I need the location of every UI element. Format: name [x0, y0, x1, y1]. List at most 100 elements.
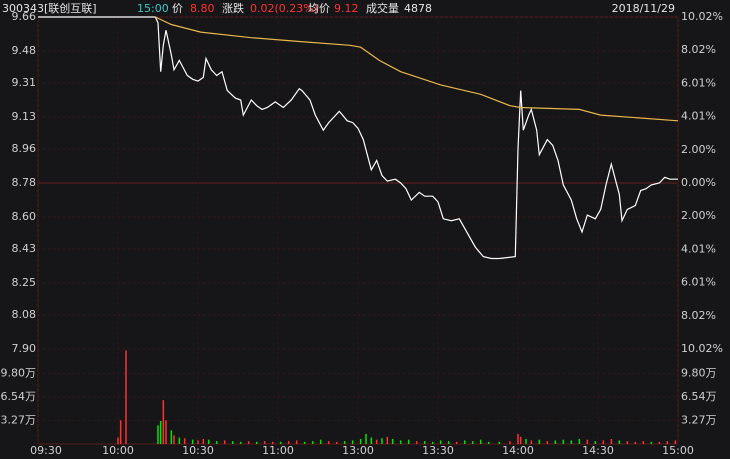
- volume-bar: [525, 438, 527, 444]
- volume-bar: [562, 439, 565, 444]
- volume-bar: [303, 441, 306, 444]
- x-tick-label: 11:00: [262, 444, 294, 457]
- volume-bar: [455, 441, 458, 444]
- volume-bar: [594, 441, 597, 444]
- volume-bar: [634, 441, 637, 444]
- x-tick-label: 14:00: [502, 444, 534, 457]
- volume-bar: [223, 440, 226, 444]
- y2-tick-label: 8.02%: [681, 43, 716, 56]
- y-tick-label: 8.96: [12, 142, 37, 155]
- volume-bar: [447, 441, 450, 444]
- volume-bar: [674, 440, 677, 444]
- volume-bar: [255, 441, 258, 444]
- volume-bar: [247, 441, 250, 444]
- volume-bar: [517, 433, 519, 444]
- volume-bar: [159, 420, 162, 444]
- volume-bar: [509, 441, 511, 444]
- volume-bar: [191, 439, 194, 444]
- time: 15:00: [137, 2, 169, 15]
- volume-bar: [365, 433, 367, 444]
- volume-tick-label: 9.80万: [1, 367, 37, 380]
- x-tick-label: 13:00: [342, 444, 374, 457]
- volume-bar: [207, 439, 210, 444]
- volume-bar: [351, 440, 354, 444]
- volume-bar: [202, 438, 205, 444]
- volume-bar: [666, 441, 669, 444]
- y-tick-label: 9.66: [12, 10, 37, 23]
- volume-bar: [487, 441, 490, 444]
- volume-bar: [431, 441, 434, 444]
- change-label: 涨跌: [222, 1, 244, 15]
- volume-bar: [498, 441, 501, 444]
- volume-bar: [602, 440, 605, 444]
- change: 0.02(0.23%): [250, 2, 318, 15]
- stock-code: 300343[联创互联]: [2, 2, 97, 15]
- avg-label: 均价: [308, 2, 330, 15]
- volume-bar: [170, 430, 173, 444]
- price: 8.80: [190, 2, 215, 15]
- volume-bar: [319, 439, 322, 444]
- y-tick-label: 8.08: [12, 308, 37, 321]
- volume-bar: [471, 441, 474, 444]
- volume-bar: [157, 425, 159, 444]
- y-tick-label: 9.13: [12, 110, 37, 123]
- volume-bar: [117, 437, 119, 444]
- volume-tick-label-right: 9.80万: [681, 367, 717, 380]
- volume-bar: [239, 441, 242, 444]
- volume-bar: [570, 440, 573, 444]
- volume-bar: [327, 441, 330, 444]
- y-tick-label: 9.48: [12, 44, 37, 57]
- volume-bar: [423, 441, 426, 444]
- y2-tick-label: 6.01%: [681, 276, 716, 289]
- volume-bar: [642, 441, 645, 444]
- volume-bar: [279, 441, 282, 444]
- volume-bar: [125, 350, 127, 444]
- y2-tick-label: 2.00%: [681, 143, 716, 156]
- x-tick-label: 09:30: [30, 444, 62, 457]
- volume-bar: [479, 439, 482, 444]
- volume-bar: [658, 441, 661, 444]
- volume-bar: [610, 438, 613, 444]
- y2-tick-label: 10.02%: [681, 10, 723, 23]
- y2-tick-label: 6.01%: [681, 76, 716, 89]
- x-tick-label: 10:00: [102, 444, 134, 457]
- volume-bar: [263, 441, 266, 444]
- volume-bar: [381, 438, 383, 444]
- y-tick-label: 7.90: [12, 342, 37, 355]
- y-tick-label: 9.31: [12, 76, 37, 89]
- volume-bar: [197, 440, 199, 444]
- x-tick-label: 15:00: [662, 444, 694, 457]
- volume-bar: [554, 440, 557, 444]
- volume-bar: [119, 420, 122, 444]
- volume: 4878: [404, 2, 432, 15]
- price-line: [38, 16, 678, 260]
- volume-tick-label-right: 6.54万: [681, 390, 717, 403]
- x-tick-label: 10:30: [182, 444, 214, 457]
- volume-bar: [463, 440, 466, 444]
- volume-bar: [215, 441, 218, 444]
- y2-tick-label: 4.01%: [681, 242, 716, 255]
- volume-bar: [165, 420, 167, 444]
- volume-bar: [271, 441, 274, 444]
- volume-bar: [162, 400, 165, 444]
- y-tick-label: 8.78: [12, 176, 37, 189]
- volume-label: 成交量: [366, 1, 399, 15]
- volume-bar: [586, 439, 589, 444]
- volume-bar: [391, 438, 394, 444]
- volume-bar: [178, 437, 181, 444]
- volume-tick-label: 3.27万: [1, 413, 37, 426]
- volume-bar: [386, 436, 389, 444]
- price-label: 价: [172, 2, 183, 15]
- y2-tick-label: 0.00%: [681, 176, 716, 189]
- volume-bar: [618, 440, 621, 444]
- volume-bar: [173, 435, 175, 444]
- volume-bar: [370, 437, 373, 444]
- volume-bar: [578, 438, 581, 444]
- volume-bar: [519, 436, 522, 444]
- volume-bar: [287, 441, 290, 444]
- x-tick-label: 14:30: [582, 444, 614, 457]
- y-tick-label: 8.60: [12, 210, 37, 223]
- volume-bar: [538, 439, 541, 444]
- volume-bar: [359, 438, 362, 444]
